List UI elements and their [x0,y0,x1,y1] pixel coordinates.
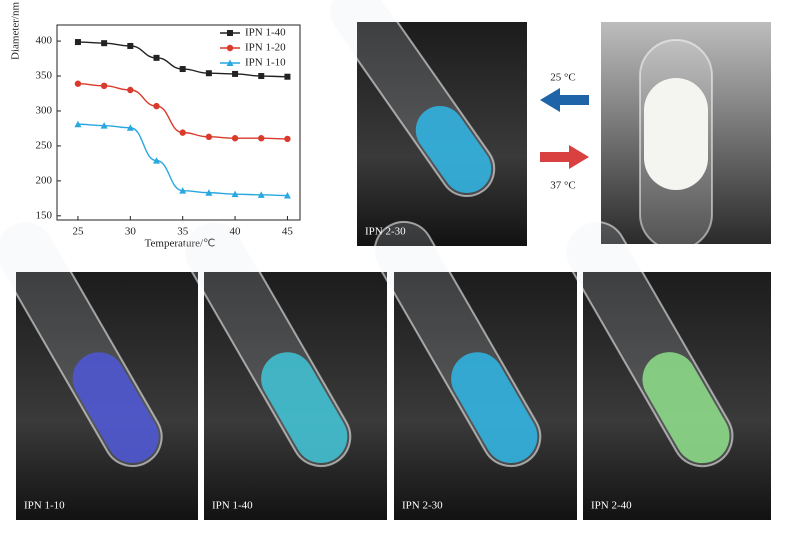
legend-label: IPN 1-10 [245,57,286,69]
marker [74,80,82,87]
marker [283,192,291,199]
photo: IPN 2-30 [373,220,577,520]
marker [232,70,239,77]
marker [101,40,108,47]
heat-label: 37 °C [550,180,576,192]
marker [74,39,81,46]
tube-fluid [415,105,492,193]
cool-label: 25 °C [550,72,576,84]
y-axis-title: Diameter/nm [10,2,22,60]
test-tube [328,0,496,197]
marker [258,73,265,80]
tube-fluid [642,352,730,464]
heat-arrow [540,145,589,169]
y-tick-label: 350 [36,70,53,82]
photo-label: IPN 1-40 [212,500,253,512]
y-tick-label: 200 [36,174,53,186]
x-tick-label: 40 [230,226,242,238]
photo-label: IPN 2-40 [591,500,632,512]
x-tick-label: 25 [72,226,84,238]
x-tick-label: 35 [177,226,189,238]
y-tick-label: 400 [36,35,53,47]
plot-frame [56,24,301,221]
marker [127,86,134,94]
marker [74,120,82,128]
photo: IPN 2-30 [328,0,527,246]
marker [179,129,186,136]
marker [127,42,134,49]
x-tick-label: 45 [282,226,294,238]
marker [100,122,108,129]
photo: IPN 2-40 [564,220,771,520]
test-tube [564,220,734,468]
marker [258,135,265,142]
marker [231,135,239,142]
marker [284,135,291,143]
legend-label: IPN 1-20 [245,42,286,54]
marker [205,189,213,196]
marker [179,187,187,194]
legend-label: IPN 1-40 [245,27,286,39]
photo-label: IPN 2-30 [365,226,406,238]
marker [153,54,160,61]
tube-fluid [261,352,348,464]
marker [205,133,213,141]
cool-arrow [540,88,589,112]
y-tick-label: 250 [36,139,53,151]
marker [153,102,160,110]
marker [284,73,291,80]
x-axis-title: Temperature/℃ [145,238,216,250]
photo-label: IPN 1-10 [24,500,65,512]
tube-fluid [72,352,159,463]
photo: IPN 1-40 [183,220,387,520]
test-tube [0,220,163,467]
tube-fluid [451,352,538,464]
marker [257,191,265,198]
marker [226,59,234,66]
y-tick-label: 300 [36,104,53,116]
marker [205,70,212,77]
test-tube [183,220,352,468]
x-tick-label: 30 [125,226,137,238]
photo: IPN 1-10 [0,220,198,520]
test-tube [373,220,542,468]
marker [100,82,108,90]
y-tick-label: 150 [36,209,53,221]
marker [227,30,233,36]
marker [226,44,234,52]
photo-label: IPN 2-30 [402,500,443,512]
gel [644,78,708,190]
marker [231,190,239,198]
marker [126,124,134,131]
marker [153,157,161,164]
marker [179,66,186,73]
